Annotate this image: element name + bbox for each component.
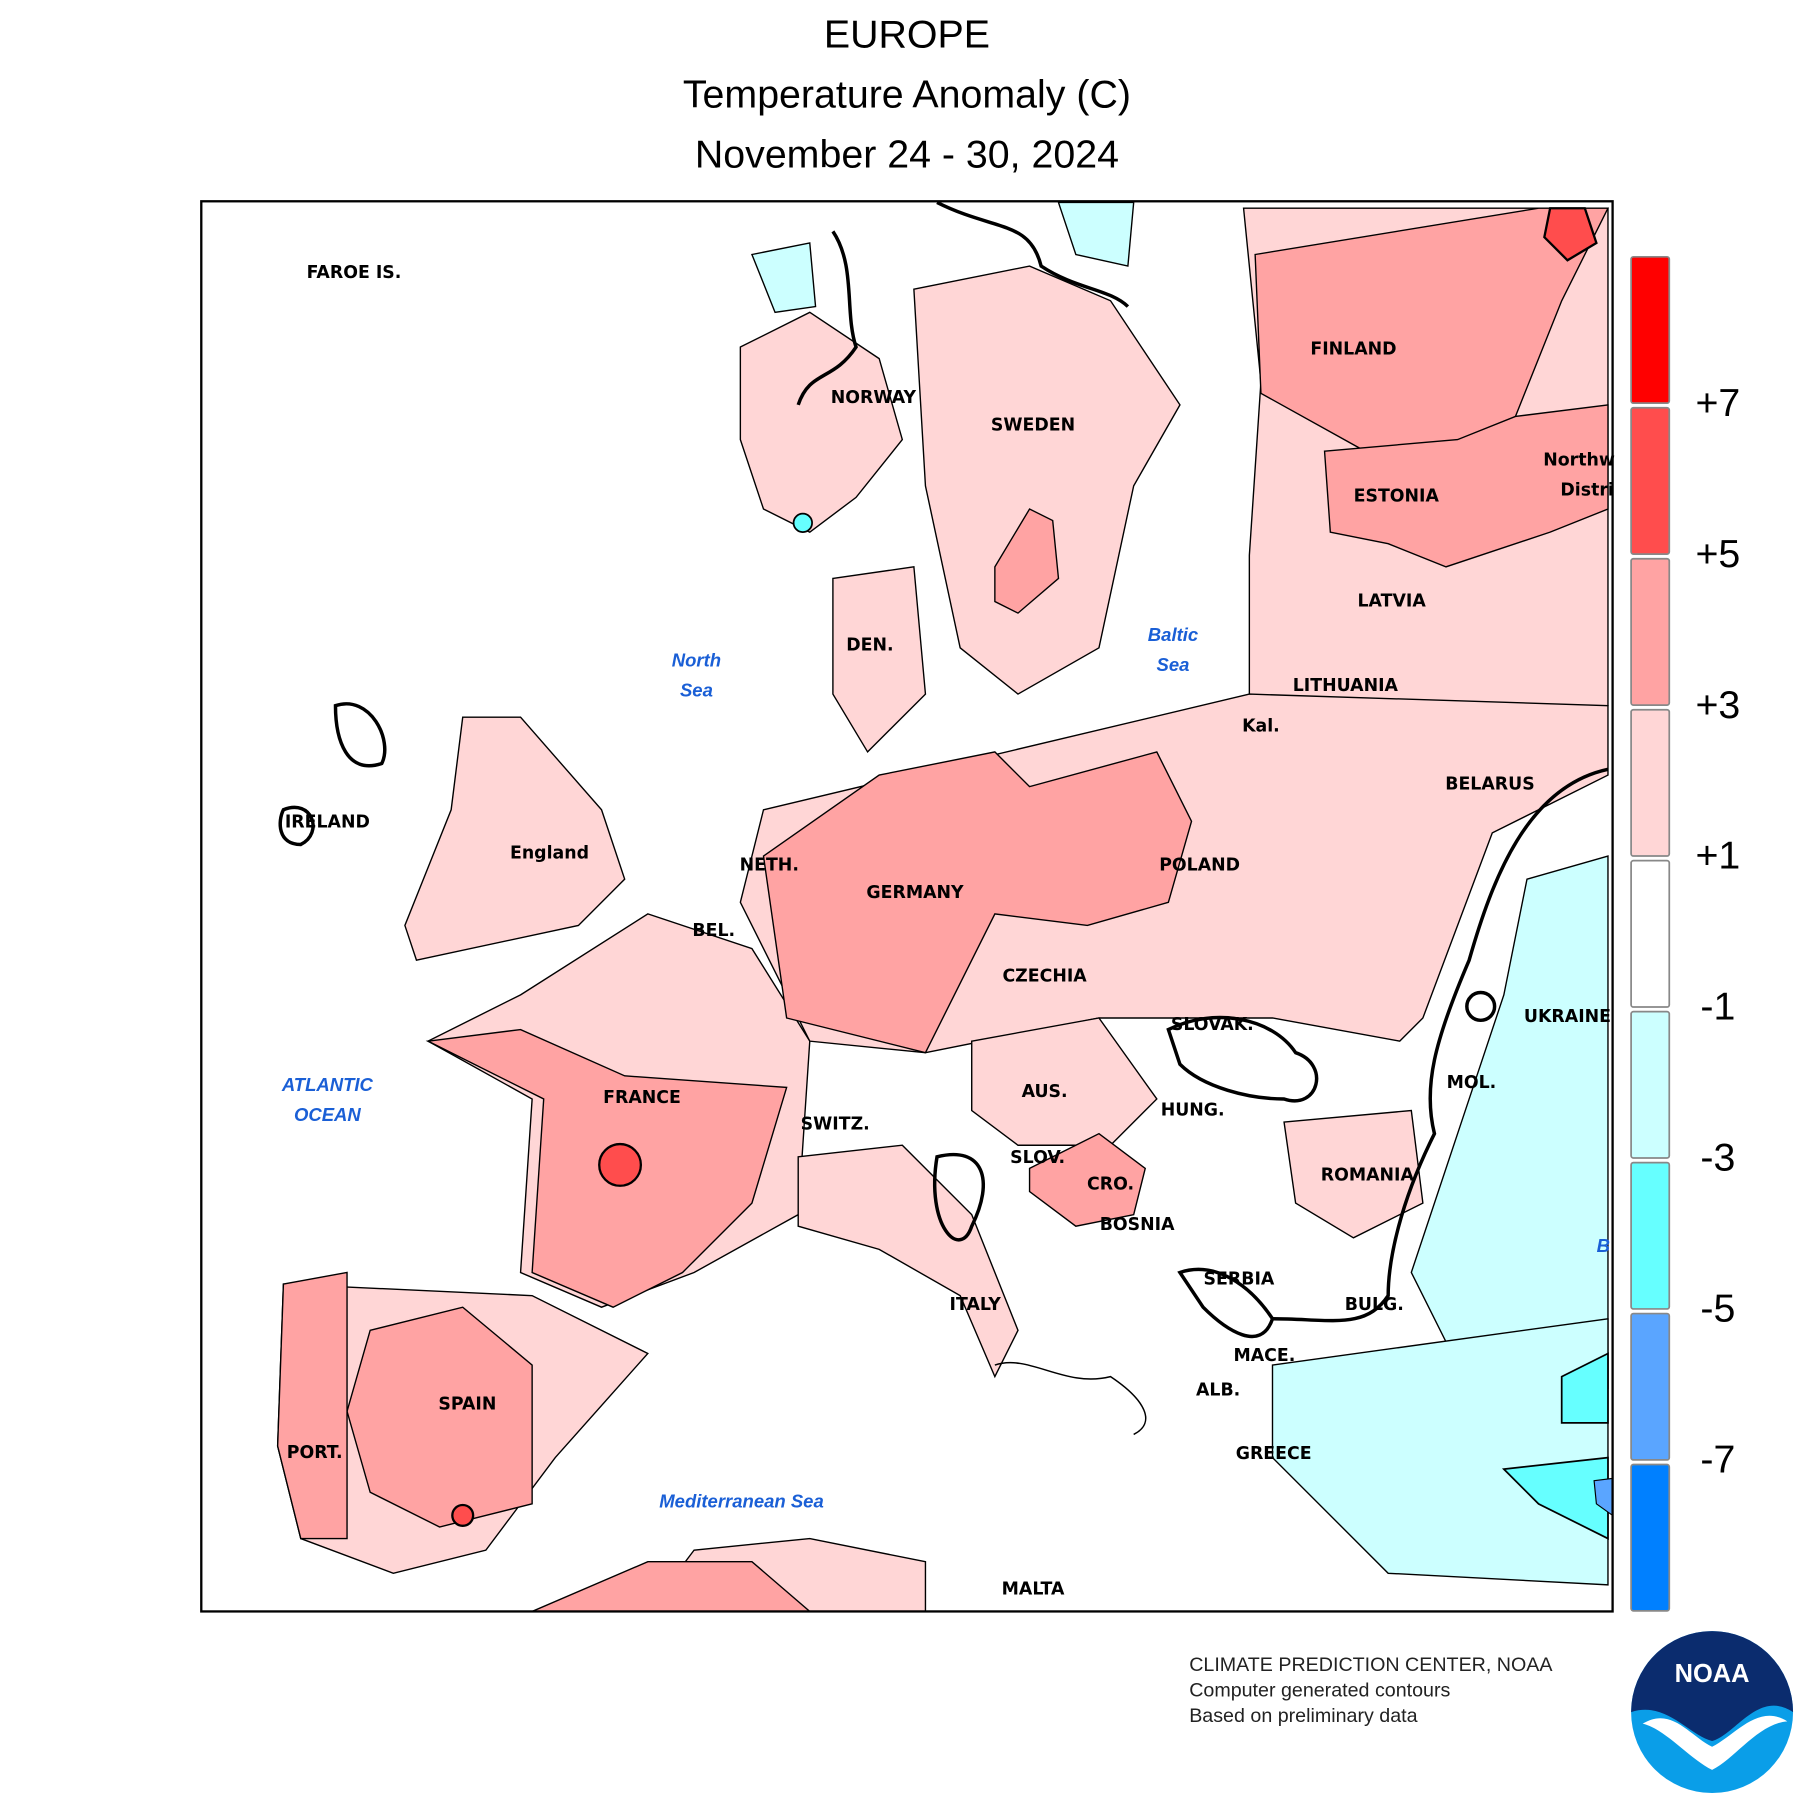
- region-title: EUROPE: [824, 12, 990, 56]
- country-label: SLOVAK.: [1171, 1015, 1254, 1035]
- legend-swatch: [1630, 1463, 1671, 1612]
- legend-swatch: [1630, 255, 1671, 405]
- legend-swatch: [1630, 1312, 1671, 1461]
- country-label: IRELAND: [285, 812, 370, 832]
- country-label: NORWAY: [831, 388, 917, 408]
- legend-swatch: [1630, 859, 1671, 1008]
- country-label: ROMANIA: [1321, 1165, 1415, 1185]
- country-label: POLAND: [1159, 855, 1240, 875]
- sea-label: B: [1597, 1235, 1610, 1256]
- country-label: SPAIN: [438, 1394, 496, 1414]
- country-label: FAROE IS.: [307, 263, 402, 283]
- legend-label: +1: [1695, 834, 1740, 878]
- footer-line: Computer generated contours: [1189, 1679, 1450, 1701]
- map-title: Temperature Anomaly (C): [683, 73, 1131, 117]
- country-label: SWITZ.: [801, 1114, 870, 1134]
- country-label: HUNG.: [1161, 1101, 1225, 1121]
- legend-label: -1: [1700, 985, 1735, 1029]
- legend-label: +7: [1695, 381, 1740, 425]
- country-label: CZECHIA: [1002, 966, 1087, 986]
- footer-line: Based on preliminary data: [1189, 1705, 1417, 1727]
- country-label: NETH.: [740, 855, 799, 875]
- period: November 24 - 30, 2024: [695, 133, 1119, 177]
- legend: +7 +5 +3 +1 -1 -3 -5 -7: [1630, 255, 1740, 1612]
- legend-swatch: [1630, 1010, 1671, 1159]
- legend-swatch: [1630, 708, 1671, 857]
- legend-label: +3: [1695, 683, 1740, 727]
- country-label: Kal.: [1242, 716, 1280, 736]
- sea-label: Mediterranean Sea: [659, 1491, 824, 1512]
- map-fields: [201, 201, 1613, 1612]
- country-label: ALB.: [1196, 1380, 1240, 1400]
- country-label: UKRAINE: [1524, 1007, 1611, 1027]
- noaa-logo: NOAA: [1631, 1631, 1794, 1794]
- country-label: DEN.: [846, 636, 893, 656]
- legend-label: -5: [1700, 1287, 1735, 1331]
- map-frame: [200, 200, 1614, 1613]
- legend-label: -7: [1700, 1438, 1735, 1482]
- country-label: ITALY: [950, 1295, 1002, 1315]
- sea-label: ATLANTIC: [281, 1074, 374, 1095]
- sea-label: Baltic: [1148, 624, 1199, 645]
- logo-text: NOAA: [1675, 1660, 1750, 1688]
- legend-swatch: [1630, 406, 1671, 555]
- map-labels: FAROE IS. NORWAY SWEDEN FINLAND ESTONIA North…: [281, 263, 1615, 1599]
- sea-label: OCEAN: [294, 1104, 361, 1125]
- country-label: BELARUS: [1445, 774, 1534, 794]
- country-label: ESTONIA: [1354, 486, 1440, 506]
- legend-label: +5: [1695, 532, 1740, 576]
- country-label: England: [510, 844, 589, 864]
- country-label: LATVIA: [1358, 592, 1427, 612]
- sea-label: Sea: [680, 680, 713, 701]
- legend-label: -3: [1700, 1136, 1735, 1180]
- footer: CLIMATE PREDICTION CENTER, NOAA Computer …: [1189, 1654, 1553, 1727]
- country-label: SWEDEN: [991, 416, 1075, 436]
- sea-label: North: [672, 650, 721, 671]
- country-label: BULG.: [1345, 1295, 1404, 1315]
- country-label: SERBIA: [1204, 1269, 1275, 1289]
- country-label: LITHUANIA: [1293, 676, 1399, 696]
- country-label: FRANCE: [603, 1088, 681, 1108]
- country-label: GERMANY: [866, 883, 964, 903]
- country-label: Distri: [1560, 480, 1613, 500]
- country-label: CRO.: [1087, 1175, 1134, 1195]
- legend-swatch: [1630, 1161, 1671, 1310]
- country-label: AUS.: [1022, 1082, 1068, 1102]
- country-label: Northw: [1543, 450, 1615, 470]
- country-label: MALTA: [1002, 1579, 1065, 1599]
- sea-label: Sea: [1157, 654, 1190, 675]
- country-label: FINLAND: [1310, 339, 1396, 359]
- country-label: BOSNIA: [1100, 1215, 1175, 1235]
- country-label: PORT.: [287, 1443, 343, 1463]
- country-label: MOL.: [1447, 1073, 1497, 1093]
- legend-swatch: [1630, 557, 1671, 706]
- footer-line: CLIMATE PREDICTION CENTER, NOAA: [1189, 1654, 1553, 1676]
- country-label: GREECE: [1236, 1444, 1312, 1464]
- country-label: MACE.: [1233, 1346, 1295, 1366]
- country-label: BEL.: [692, 921, 735, 941]
- country-label: SLOV.: [1010, 1148, 1065, 1168]
